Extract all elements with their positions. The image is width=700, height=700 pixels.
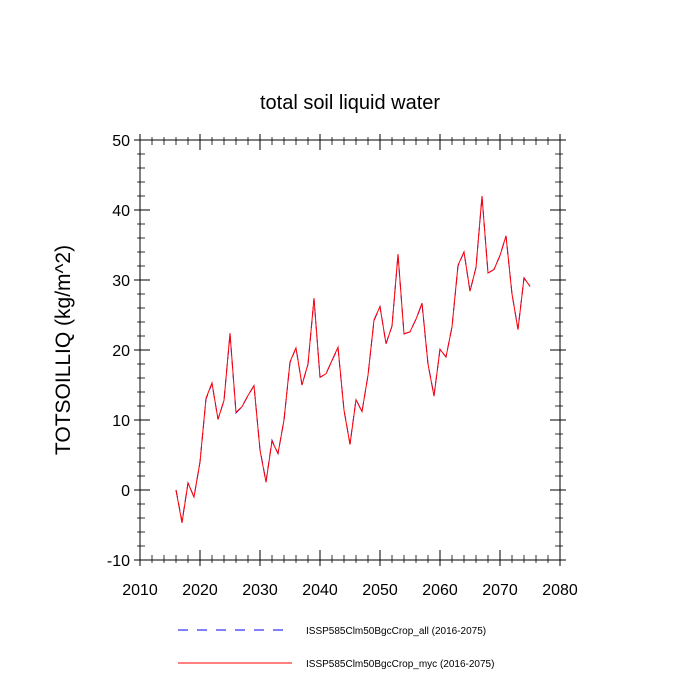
chart-title: total soil liquid water — [260, 92, 440, 114]
x-tick-label: 2020 — [182, 582, 218, 599]
y-tick-label: 30 — [112, 273, 130, 290]
legend-label-2: ISSP585Clm50BgcCrop_myc (2016-2075) — [306, 659, 494, 670]
x-tick-label: 2060 — [422, 582, 458, 599]
plot-frame — [139, 139, 561, 561]
series-lines — [175, 195, 531, 523]
series-line-1 — [175, 196, 531, 522]
x-tick-label: 2070 — [482, 582, 518, 599]
axis-ticks — [134, 134, 566, 566]
series-line-2 — [175, 195, 531, 523]
x-tick-label: 2030 — [242, 582, 278, 599]
x-tick-label: 2050 — [362, 582, 398, 599]
x-tick-label: 2080 — [542, 582, 578, 599]
y-tick-label: 40 — [112, 203, 130, 220]
y-tick-label: 10 — [112, 413, 130, 430]
y-tick-label: 20 — [112, 343, 130, 360]
axis-tick-labels: 2010 2020 2030 2040 2050 2060 2070 2080-1001020… — [107, 133, 578, 599]
x-tick-label: 2040 — [302, 582, 338, 599]
y-tick-label: 0 — [121, 483, 130, 500]
legend-label-1: ISSP585Clm50BgcCrop_all (2016-2075) — [306, 626, 486, 637]
y-tick-label: -10 — [107, 553, 130, 570]
y-axis-label: TOTSOILLIQ (kg/m^2) — [52, 245, 75, 455]
y-tick-label: 50 — [112, 133, 130, 150]
legend: ISSP585Clm50BgcCrop_all (2016-2075) ISSP5… — [178, 626, 494, 670]
x-tick-label: 2010 — [122, 582, 158, 599]
